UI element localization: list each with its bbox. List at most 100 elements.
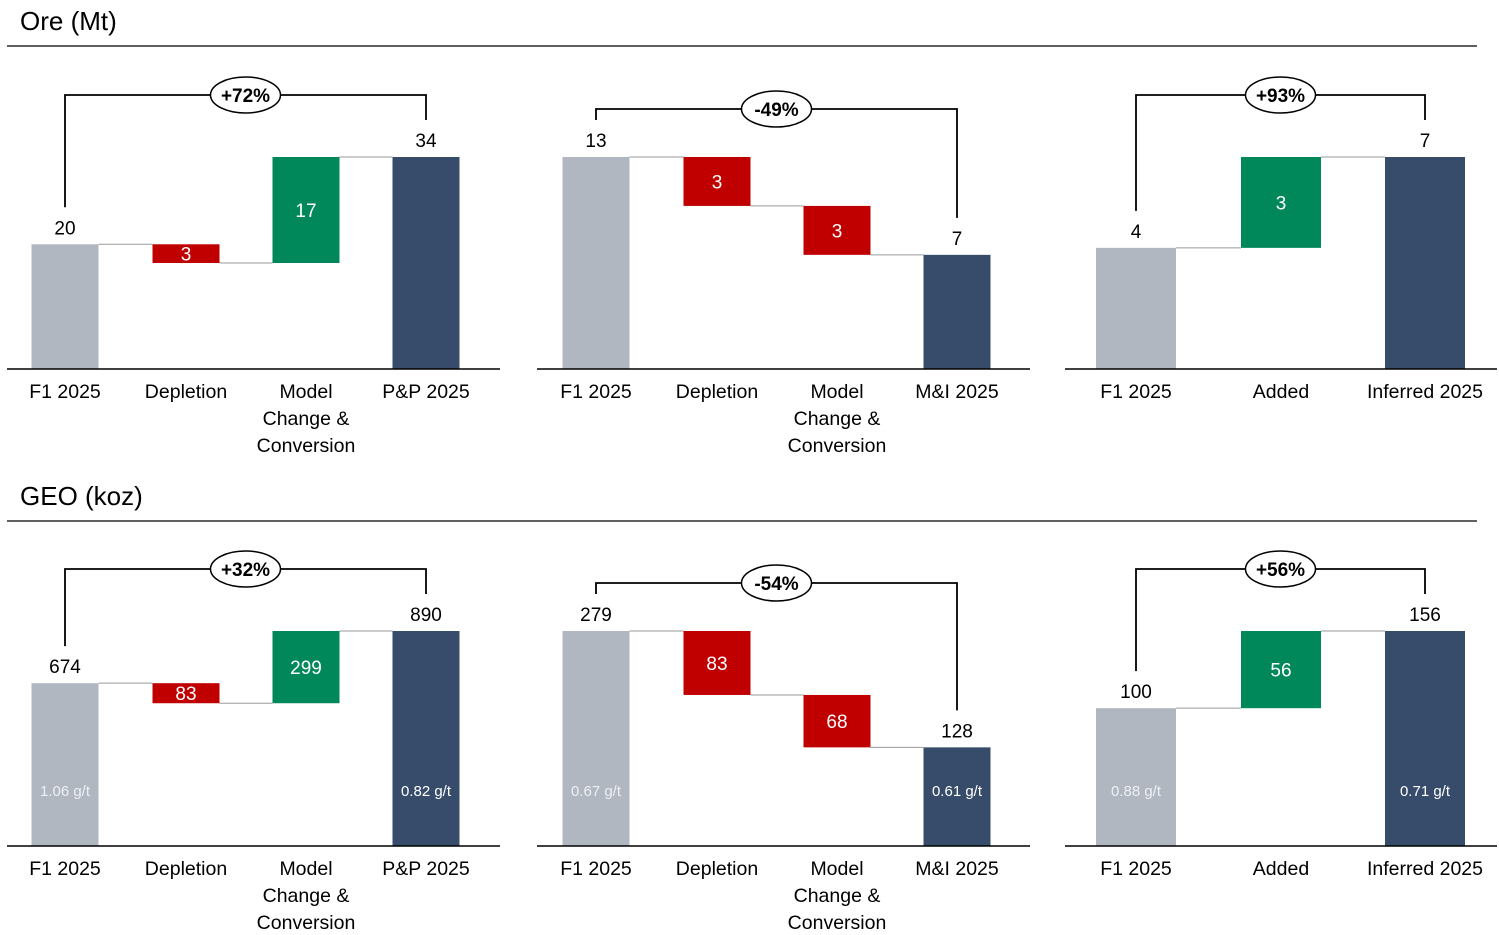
waterfall-chart-4: 674 1.06 g/t F1 2025 83 Depletion 299 Model Cha… bbox=[7, 550, 500, 934]
value-label: 83 bbox=[175, 684, 196, 705]
category-label: Model bbox=[810, 381, 863, 403]
grade-label: 0.71 g/t bbox=[1400, 783, 1451, 800]
category-label: Conversion bbox=[257, 435, 356, 457]
category-label: Inferred 2025 bbox=[1367, 381, 1483, 403]
category-label: M&I 2025 bbox=[915, 381, 999, 403]
value-label: 7 bbox=[1420, 131, 1431, 152]
bar-decrease bbox=[803, 205, 871, 255]
category-label: Change & bbox=[263, 408, 350, 430]
change-bracket bbox=[595, 582, 958, 711]
bar-increase bbox=[1241, 631, 1321, 709]
bar-increase bbox=[272, 157, 340, 263]
category-label: F1 2025 bbox=[560, 858, 632, 880]
bar-start-total bbox=[31, 244, 99, 369]
change-badge bbox=[209, 550, 282, 588]
change-badge bbox=[209, 76, 282, 114]
grade-label: 1.06 g/t bbox=[40, 783, 91, 800]
value-label: 3 bbox=[181, 245, 192, 266]
bar-decrease bbox=[152, 683, 220, 704]
bar-end-total bbox=[1385, 631, 1465, 846]
bar-start-total bbox=[1096, 247, 1176, 369]
value-label: 3 bbox=[832, 221, 843, 242]
category-label: Change & bbox=[794, 885, 881, 907]
value-label: 56 bbox=[1270, 661, 1291, 682]
category-label: P&P 2025 bbox=[382, 381, 470, 403]
category-label: F1 2025 bbox=[560, 381, 632, 403]
bar-increase bbox=[1241, 157, 1321, 248]
value-label: 83 bbox=[706, 654, 727, 675]
grade-label: 0.88 g/t bbox=[1111, 783, 1162, 800]
bar-start-total bbox=[31, 683, 99, 846]
category-label: P&P 2025 bbox=[382, 858, 470, 880]
category-label: Conversion bbox=[788, 912, 887, 934]
category-label: Depletion bbox=[145, 858, 227, 880]
section-title-ore: Ore (Mt) bbox=[20, 6, 117, 36]
value-label: 3 bbox=[1276, 193, 1287, 214]
category-label: F1 2025 bbox=[29, 858, 101, 880]
change-percent-label: +72% bbox=[221, 86, 270, 107]
category-label: Depletion bbox=[676, 381, 758, 403]
value-label: 674 bbox=[49, 657, 81, 678]
bar-decrease bbox=[683, 157, 751, 206]
bar-decrease bbox=[683, 631, 751, 695]
category-label: Model bbox=[279, 858, 332, 880]
value-label: 13 bbox=[585, 131, 606, 152]
bar-end-total bbox=[392, 631, 460, 846]
grade-label: 0.67 g/t bbox=[571, 783, 622, 800]
bar-end-total bbox=[392, 157, 460, 369]
category-label: Change & bbox=[794, 408, 881, 430]
category-label: Depletion bbox=[676, 858, 758, 880]
bar-end-total bbox=[923, 747, 991, 846]
change-percent-label: +32% bbox=[221, 560, 270, 581]
category-label: Depletion bbox=[145, 381, 227, 403]
value-label: 890 bbox=[410, 605, 442, 626]
category-label: Change & bbox=[263, 885, 350, 907]
grade-label: 0.82 g/t bbox=[401, 783, 452, 800]
category-label: Conversion bbox=[257, 912, 356, 934]
value-label: 7 bbox=[952, 229, 963, 250]
bar-increase bbox=[272, 631, 340, 704]
category-label: F1 2025 bbox=[1100, 381, 1172, 403]
value-label: 20 bbox=[54, 218, 75, 239]
change-badge bbox=[740, 564, 813, 602]
value-label: 279 bbox=[580, 605, 612, 626]
value-label: 68 bbox=[826, 712, 847, 733]
change-percent-label: -49% bbox=[754, 100, 798, 121]
grade-label: 0.61 g/t bbox=[932, 783, 983, 800]
bar-start-total bbox=[562, 631, 630, 846]
change-percent-label: +56% bbox=[1256, 560, 1305, 581]
value-label: 299 bbox=[290, 658, 322, 679]
bar-end-total bbox=[1385, 157, 1465, 369]
value-label: 34 bbox=[415, 131, 437, 152]
value-label: 100 bbox=[1120, 682, 1152, 703]
change-percent-label: -54% bbox=[754, 574, 798, 595]
value-label: 3 bbox=[712, 172, 723, 193]
category-label: Inferred 2025 bbox=[1367, 858, 1483, 880]
change-percent-label: +93% bbox=[1256, 86, 1305, 107]
waterfall-chart-5: 279 0.67 g/t F1 2025 83 Depletion 68 Model Chan… bbox=[537, 564, 1030, 934]
change-badge bbox=[1244, 550, 1317, 588]
bar-decrease bbox=[152, 244, 220, 263]
waterfall-chart-2: 13 F1 2025 3 Depletion 3 Model Change & Convers… bbox=[537, 90, 1030, 457]
category-label: M&I 2025 bbox=[915, 858, 999, 880]
category-label: F1 2025 bbox=[1100, 858, 1172, 880]
category-label: Conversion bbox=[788, 435, 887, 457]
value-label: 156 bbox=[1409, 605, 1441, 626]
waterfall-chart-1: 20 F1 2025 3 Depletion 17 Model Change & Conver… bbox=[7, 76, 500, 457]
bar-start-total bbox=[1096, 708, 1176, 846]
waterfall-chart-6: 100 0.88 g/t F1 2025 56 Added 156 0.71 g/t Infe… bbox=[1065, 550, 1497, 880]
category-label: F1 2025 bbox=[29, 381, 101, 403]
change-badge bbox=[740, 90, 813, 128]
value-label: 17 bbox=[295, 201, 316, 222]
bar-decrease bbox=[803, 694, 871, 748]
category-label: Model bbox=[279, 381, 332, 403]
category-label: Added bbox=[1253, 381, 1309, 403]
value-label: 4 bbox=[1131, 222, 1142, 243]
value-label: 128 bbox=[941, 721, 973, 742]
category-label: Added bbox=[1253, 858, 1309, 880]
section-title-geo: GEO (koz) bbox=[20, 481, 143, 511]
category-label: Model bbox=[810, 858, 863, 880]
change-badge bbox=[1244, 76, 1317, 114]
bar-end-total bbox=[923, 254, 991, 369]
